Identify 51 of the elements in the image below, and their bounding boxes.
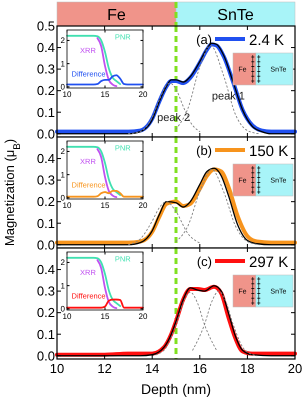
y-tick-label: 0	[60, 304, 66, 314]
annotation: (a)	[196, 32, 212, 47]
y-tick-label: 1	[60, 281, 66, 290]
line-series	[66, 298, 144, 309]
x-tick-label: 15	[100, 312, 110, 321]
legend-label: 297 K	[249, 254, 288, 271]
annotation: peak 1	[212, 90, 245, 102]
y-tick-label: 0.4	[36, 40, 55, 56]
annotation: (c)	[196, 254, 212, 269]
y-tick-label: 0.3	[36, 284, 55, 299]
x-tick-label: 15	[100, 90, 110, 99]
y-tick-label: 0	[60, 194, 66, 203]
y-tick-label: 0.1	[36, 326, 55, 342]
x-tick-label: 20	[288, 361, 302, 376]
x-tick-label: 10	[50, 361, 64, 376]
x-tick-label: 20	[138, 90, 148, 99]
y-tick-label: 0.4	[36, 262, 55, 278]
y-tick-label: 0.2	[36, 83, 55, 98]
y-tick-label: 1	[60, 170, 66, 180]
annotation: (b)	[196, 143, 212, 158]
y-tick-label: 1	[60, 59, 66, 68]
x-tick-label: 16	[192, 361, 208, 376]
legend-label: 150 K	[249, 143, 288, 160]
text: Fe	[107, 7, 126, 24]
y-tick-label: 2	[60, 258, 66, 268]
x-tick-label: 12	[97, 361, 112, 376]
y-tick-label: 0.1	[36, 216, 55, 231]
y-tick-label: 0.3	[36, 62, 55, 77]
x-tick-label: 10	[62, 201, 72, 210]
legend-label: 2.4 K	[249, 32, 284, 49]
x-tick-label: 10	[62, 312, 72, 321]
x-axis-title: Depth (nm)	[140, 381, 212, 397]
y-tick-label: 0.0	[36, 126, 55, 142]
y-tick-label: 0.0	[36, 237, 55, 252]
y-tick-label: 0.2	[36, 194, 55, 210]
y-tick-label: 0.0	[36, 348, 55, 364]
y-tick-label: 0.1	[36, 104, 55, 120]
y-tick-label: 2	[60, 147, 66, 156]
x-tick-label: 18	[240, 361, 255, 376]
x-tick-label: 14	[144, 361, 160, 376]
y-tick-label: 0.2	[36, 305, 55, 320]
y-tick-label: 0.5	[36, 18, 55, 34]
y-tick-label: 0	[60, 82, 66, 92]
x-tick-label: 20	[138, 312, 148, 321]
x-tick-label: 10	[62, 90, 72, 99]
text: SnTe	[217, 7, 254, 24]
y-tick-label: 2	[60, 36, 66, 46]
y-tick-label: 0.4	[36, 151, 55, 166]
x-tick-label: 20	[138, 201, 148, 210]
x-tick-label: 15	[100, 201, 110, 210]
y-tick-label: 0.3	[36, 172, 55, 188]
